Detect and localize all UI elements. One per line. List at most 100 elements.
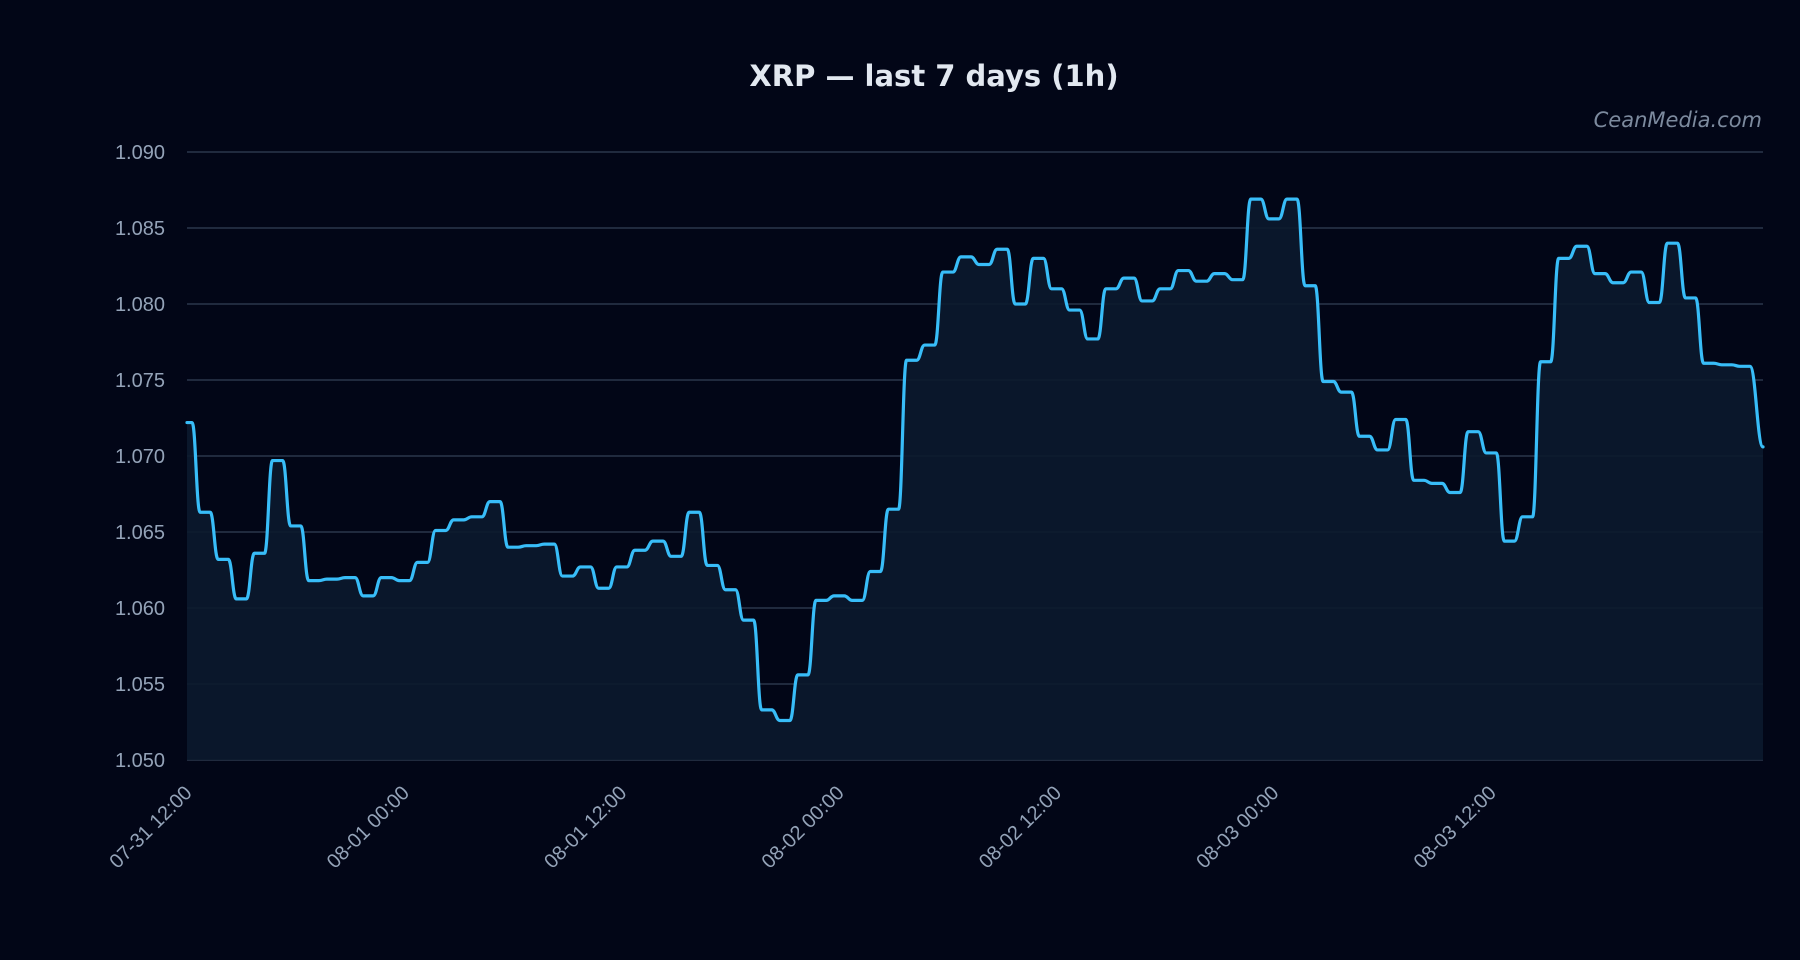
data-point [891,507,895,511]
data-point [728,588,732,592]
y-tick-label: 1.065 [115,522,165,544]
data-point [1163,287,1167,291]
data-point [475,515,479,519]
data-point [1236,278,1240,282]
data-point [1036,256,1040,260]
data-point [221,557,225,561]
data-point [1670,241,1674,245]
y-axis-ticks: 1.050 1.055 1.060 1.065 1.070 1.075 1.080 1.085… [115,142,165,772]
y-tick-label: 1.080 [115,294,165,316]
data-point [547,542,551,546]
data-point [1598,272,1602,276]
y-tick-label: 1.055 [115,674,165,696]
data-point [203,510,207,514]
data-point [1308,284,1312,288]
y-tick-label: 1.060 [115,598,165,620]
data-point [1091,337,1095,341]
data-point [765,708,769,712]
data-point [584,565,588,569]
data-point [1580,244,1584,248]
data-point [1127,276,1131,280]
data-point [1435,481,1439,485]
data-point [656,539,660,543]
data-point [602,586,606,590]
data-point [1018,302,1022,306]
data-point [1145,299,1149,303]
data-point [819,598,823,602]
data-point [1743,364,1747,368]
data-point [1073,308,1077,312]
data-point [330,577,334,581]
data-point [312,579,316,583]
data-point [674,554,678,558]
data-point [257,551,261,555]
data-point [1290,197,1294,201]
data-point [1689,296,1693,300]
data-point [348,576,352,580]
data-point [692,510,696,514]
data-point [1471,430,1475,434]
data-point [384,576,388,580]
data-point [420,560,424,564]
data-point [457,518,461,522]
data-point [1725,363,1729,367]
data-point [1055,287,1059,291]
data-point [1272,217,1276,221]
data-point [964,255,968,259]
y-tick-label: 1.075 [115,370,165,392]
data-point [1399,418,1403,422]
data-point [1453,490,1457,494]
data-point [873,570,877,574]
data-point [1616,281,1620,285]
data-point [1362,434,1366,438]
data-point [1634,270,1638,274]
data-point [928,343,932,347]
data-point [1344,390,1348,394]
data-point [402,579,406,583]
data-point [1507,539,1511,543]
data-point [1181,269,1185,273]
data-point [239,597,243,601]
y-tick-label: 1.070 [115,446,165,468]
data-point [1254,197,1258,201]
data-point [1218,272,1222,276]
data-point [1707,361,1711,365]
data-point [801,673,805,677]
data-point [1489,451,1493,455]
data-point [1562,256,1566,260]
data-point [1000,247,1004,251]
data-point [1381,448,1385,452]
data-point [185,421,189,425]
data-point [837,594,841,598]
data-point [439,528,443,532]
data-point [1326,380,1330,384]
data-point [855,598,859,602]
series-line [185,197,1765,723]
data-point [620,565,624,569]
chart-title: XRP — last 7 days (1h) [749,59,1118,93]
data-point [1544,360,1548,364]
data-point [910,358,914,362]
data-point [1109,287,1113,291]
y-tick-label: 1.050 [115,750,165,772]
series-area [187,199,1763,760]
data-point [511,545,515,549]
data-point [1526,515,1530,519]
data-point [1417,478,1421,482]
data-point [747,618,751,622]
data-point [638,548,642,552]
data-point [493,500,497,504]
data-point [366,594,370,598]
data-point [294,524,298,528]
data-point [1199,279,1203,283]
data-point [565,574,569,578]
data-point [982,262,986,266]
data-point [276,459,280,463]
y-tick-label: 1.090 [115,142,165,164]
data-point [1652,300,1656,304]
data-point [529,544,533,548]
data-point [946,270,950,274]
y-tick-label: 1.085 [115,218,165,240]
